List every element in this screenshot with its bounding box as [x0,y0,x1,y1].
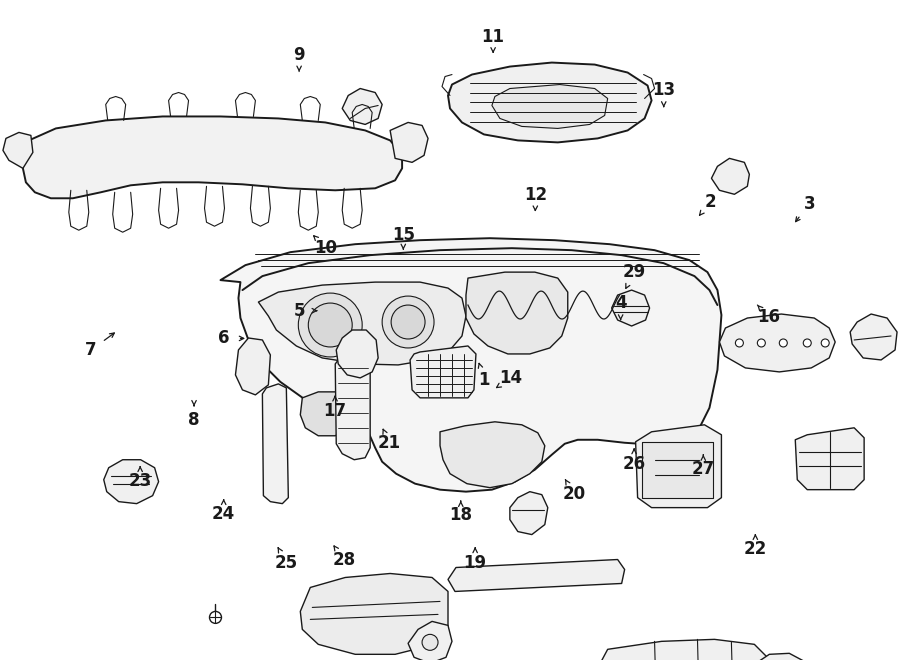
Polygon shape [390,122,428,163]
Text: 6: 6 [218,329,230,348]
Polygon shape [3,132,33,169]
Polygon shape [342,89,382,124]
Text: 15: 15 [392,226,415,244]
Text: 13: 13 [652,81,675,98]
Polygon shape [263,384,288,504]
Text: 22: 22 [743,541,767,559]
Text: 3: 3 [804,195,815,213]
Circle shape [309,303,352,347]
Text: 12: 12 [524,186,547,204]
Text: 16: 16 [757,308,780,327]
Polygon shape [599,639,768,661]
Polygon shape [635,425,722,508]
Polygon shape [662,442,701,480]
Text: 27: 27 [691,460,715,478]
Polygon shape [258,282,466,365]
Polygon shape [642,442,714,498]
Text: 2: 2 [705,193,716,211]
Polygon shape [448,63,652,142]
Text: 26: 26 [623,455,645,473]
Text: 28: 28 [332,551,356,569]
Polygon shape [850,314,897,360]
Polygon shape [22,116,402,198]
Text: 17: 17 [323,402,346,420]
Circle shape [758,339,765,347]
Circle shape [382,296,434,348]
Polygon shape [301,574,448,654]
Polygon shape [236,338,270,395]
Circle shape [804,339,811,347]
Text: 4: 4 [615,293,626,312]
Polygon shape [440,422,544,488]
Polygon shape [466,272,568,354]
Circle shape [422,635,438,650]
Polygon shape [337,330,378,378]
Text: 1: 1 [479,371,490,389]
Polygon shape [104,460,158,504]
Text: 25: 25 [275,554,298,572]
Text: 19: 19 [464,554,487,572]
Circle shape [779,339,788,347]
Text: 14: 14 [500,369,523,387]
Text: 21: 21 [377,434,400,451]
Polygon shape [743,653,811,661]
Text: 5: 5 [293,301,305,320]
Polygon shape [711,159,750,194]
Text: 29: 29 [623,264,645,282]
Polygon shape [448,559,625,592]
Text: 10: 10 [315,239,338,257]
Polygon shape [408,621,452,661]
Text: 24: 24 [212,505,235,523]
Text: 20: 20 [562,485,586,503]
Circle shape [392,305,425,339]
Text: 7: 7 [85,341,96,360]
Text: 23: 23 [129,472,152,490]
Polygon shape [492,85,608,128]
Polygon shape [301,392,352,436]
Circle shape [210,611,221,623]
Polygon shape [510,492,548,535]
Text: 11: 11 [482,28,505,46]
Polygon shape [612,290,650,326]
Text: 18: 18 [449,506,473,524]
Circle shape [821,339,829,347]
Polygon shape [220,238,722,492]
Circle shape [735,339,743,347]
Polygon shape [796,428,864,490]
Polygon shape [410,346,476,398]
Circle shape [298,293,362,357]
Polygon shape [335,348,370,460]
Text: 9: 9 [293,46,305,63]
Text: 8: 8 [188,410,200,428]
Polygon shape [719,314,835,372]
